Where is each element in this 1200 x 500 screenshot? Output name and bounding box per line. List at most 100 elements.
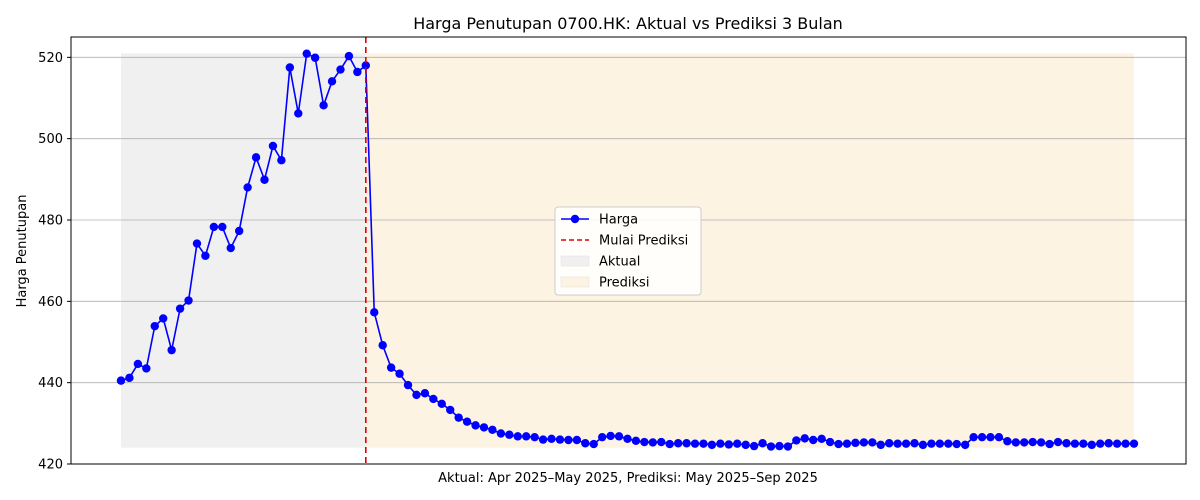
y-tick-label: 460 xyxy=(38,295,63,310)
data-point xyxy=(994,432,1004,442)
data-point xyxy=(547,434,556,443)
data-point xyxy=(741,440,750,450)
data-point xyxy=(707,440,717,450)
legend-label-mulai-prediksi: Mulai Prediksi xyxy=(599,234,688,249)
data-point xyxy=(378,341,387,350)
data-point xyxy=(724,440,733,449)
data-point xyxy=(716,439,725,448)
data-point xyxy=(1112,439,1122,448)
data-point xyxy=(395,369,404,378)
region-aktual xyxy=(121,53,366,448)
data-point xyxy=(572,435,582,445)
data-point xyxy=(749,441,759,451)
data-point xyxy=(361,61,371,70)
data-point xyxy=(192,239,202,248)
data-point xyxy=(285,63,295,72)
data-point xyxy=(1062,439,1071,448)
legend-label-prediksi: Prediksi xyxy=(599,276,649,291)
data-point xyxy=(977,432,987,442)
data-point xyxy=(1121,439,1130,448)
data-point xyxy=(1053,437,1063,447)
data-point xyxy=(403,380,413,390)
data-point xyxy=(336,65,345,74)
y-tick-label: 480 xyxy=(38,214,63,229)
data-point xyxy=(226,243,235,253)
data-point xyxy=(437,399,446,409)
data-point xyxy=(758,439,767,448)
data-point xyxy=(344,51,354,61)
data-point xyxy=(462,417,472,426)
data-point xyxy=(817,434,826,443)
data-point xyxy=(648,438,658,447)
data-point xyxy=(589,439,598,449)
data-point xyxy=(775,441,784,451)
data-point xyxy=(952,439,961,449)
data-point xyxy=(614,432,624,441)
data-point xyxy=(412,390,421,400)
data-point xyxy=(657,437,666,447)
data-point xyxy=(969,432,978,442)
legend-swatch-aktual xyxy=(560,255,590,267)
data-point xyxy=(876,440,885,450)
data-point xyxy=(640,437,649,447)
y-axis-ticks: 420 440 460 480 500 520 xyxy=(38,51,71,473)
region-prediksi xyxy=(365,53,1134,448)
data-point xyxy=(1096,439,1105,448)
data-point xyxy=(868,438,877,447)
legend: Harga Mulai Prediksi Aktual Prediksi xyxy=(554,206,702,296)
data-point xyxy=(944,439,953,448)
data-point xyxy=(1045,439,1054,449)
data-point xyxy=(479,423,489,432)
data-point xyxy=(597,432,607,442)
x-axis-label: Aktual: Apr 2025–May 2025, Prediksi: May… xyxy=(438,471,818,486)
y-tick-label: 500 xyxy=(38,132,63,147)
data-point xyxy=(1129,439,1139,448)
data-point xyxy=(673,439,683,448)
data-point xyxy=(1087,440,1096,450)
data-point xyxy=(471,421,480,430)
y-tick-label: 420 xyxy=(38,458,63,473)
data-point xyxy=(986,432,995,442)
data-point xyxy=(353,67,362,77)
data-point xyxy=(234,226,244,236)
legend-label-harga: Harga xyxy=(599,213,638,228)
data-point xyxy=(386,363,396,372)
data-point xyxy=(733,439,742,448)
data-point xyxy=(918,440,928,450)
data-point xyxy=(420,389,430,398)
data-point xyxy=(1036,438,1046,447)
data-point xyxy=(446,405,455,415)
data-point xyxy=(488,425,497,435)
plot-frame xyxy=(70,36,1187,465)
data-point xyxy=(454,413,463,422)
data-point xyxy=(682,439,691,448)
data-point xyxy=(310,53,320,62)
data-point xyxy=(825,437,835,447)
data-point xyxy=(935,439,945,448)
data-point xyxy=(893,439,902,448)
data-point xyxy=(429,394,438,404)
data-point xyxy=(116,376,126,385)
shaded-regions xyxy=(121,53,1134,448)
data-point xyxy=(522,432,531,441)
y-axis-label: Harga Penutupan xyxy=(15,195,30,308)
data-point xyxy=(209,222,219,232)
data-point xyxy=(243,183,252,192)
data-point xyxy=(792,436,801,445)
data-point xyxy=(1011,438,1021,447)
data-point xyxy=(125,373,134,382)
data-point xyxy=(505,430,514,439)
chart-title: Harga Penutupan 0700.HK: Aktual vs Predi… xyxy=(413,14,843,33)
data-point xyxy=(184,296,193,305)
data-point xyxy=(294,109,303,118)
data-point xyxy=(690,439,700,448)
data-point xyxy=(142,364,151,373)
data-point xyxy=(302,49,311,58)
data-point xyxy=(800,434,809,443)
data-point xyxy=(513,432,522,441)
data-point xyxy=(834,439,843,449)
data-point xyxy=(665,439,674,449)
legend-marker-harga xyxy=(570,214,580,224)
legend-swatch-prediksi xyxy=(560,276,590,288)
data-point xyxy=(530,432,539,442)
